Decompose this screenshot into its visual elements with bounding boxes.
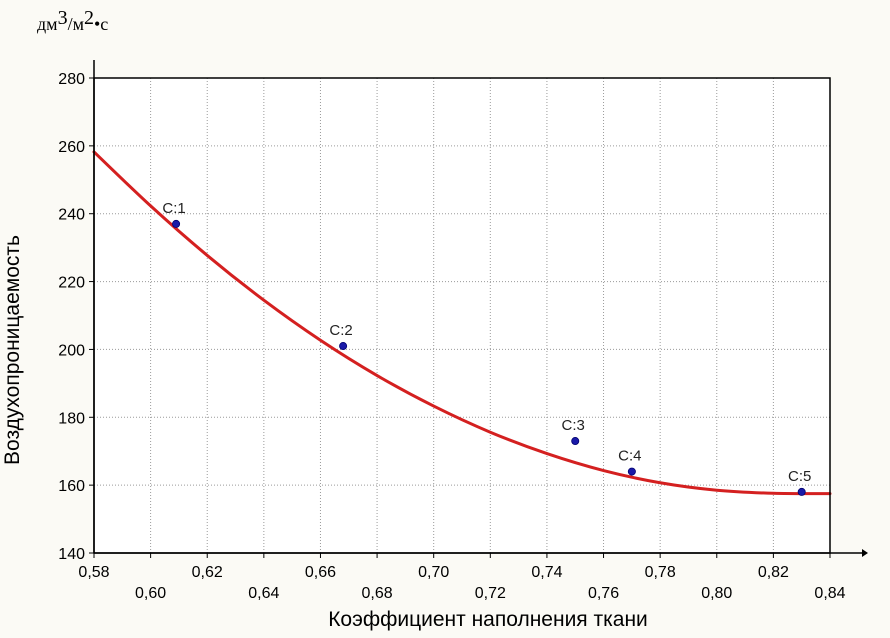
axes bbox=[89, 60, 868, 558]
unit-label-tail: •с bbox=[94, 14, 108, 34]
data-point-label: C:5 bbox=[788, 468, 811, 485]
y-tick-label: 220 bbox=[58, 275, 85, 292]
fit-curve bbox=[92, 150, 832, 496]
x-axis-title: Коэффициент наполнения ткани bbox=[328, 608, 648, 631]
y-tick-label: 140 bbox=[58, 546, 85, 563]
tick-labels: 140 160 180 200 220 240 260 280 0,58 0,62 0,66 0,70… bbox=[58, 71, 845, 602]
unit-label-base1: дм bbox=[37, 14, 58, 34]
plot-area bbox=[94, 78, 830, 553]
x-tick-label: 0,84 bbox=[814, 585, 845, 602]
y-tick-label: 280 bbox=[58, 71, 85, 88]
y-tick-label: 200 bbox=[58, 342, 85, 359]
x-tick-label: 0,66 bbox=[305, 564, 336, 581]
data-points-layer: C:1 C:2 C:3 C:4 C:5 bbox=[162, 200, 811, 496]
x-tick-label: 0,76 bbox=[588, 585, 619, 602]
grid-lines bbox=[94, 78, 830, 553]
data-point bbox=[627, 467, 636, 476]
data-point bbox=[571, 437, 580, 446]
unit-label: дм3/м2•с bbox=[37, 7, 108, 34]
x-tick-label: 0,74 bbox=[531, 564, 562, 581]
x-tick-label: 0,58 bbox=[78, 564, 109, 581]
y-tick-label: 180 bbox=[58, 410, 85, 427]
data-point bbox=[339, 342, 348, 351]
data-point-label: C:2 bbox=[329, 322, 352, 339]
x-tick-label: 0,64 bbox=[248, 585, 279, 602]
data-point-label: C:1 bbox=[162, 200, 185, 217]
x-axis-arrow bbox=[862, 549, 868, 557]
y-tick-label: 260 bbox=[58, 139, 85, 156]
x-tick-label: 0,70 bbox=[418, 564, 449, 581]
data-point bbox=[797, 487, 806, 496]
x-tick-label: 0,60 bbox=[135, 585, 166, 602]
unit-label-mid: /м bbox=[68, 14, 84, 34]
y-axis-title: Воздухопроницаемость bbox=[1, 235, 24, 465]
y-tick-label: 160 bbox=[58, 478, 85, 495]
x-tick-label: 0,68 bbox=[362, 585, 393, 602]
data-point-label: C:3 bbox=[562, 417, 585, 434]
x-tick-label: 0,72 bbox=[475, 585, 506, 602]
x-tick-label: 0,82 bbox=[758, 564, 789, 581]
unit-label-sup2: 2 bbox=[84, 7, 94, 29]
y-tick-label: 240 bbox=[58, 207, 85, 224]
data-point bbox=[172, 219, 181, 228]
fit-curve-layer bbox=[92, 150, 832, 496]
unit-label-sup1: 3 bbox=[58, 7, 68, 29]
x-tick-label: 0,62 bbox=[192, 564, 223, 581]
x-tick-label: 0,78 bbox=[645, 564, 676, 581]
data-point-label: C:4 bbox=[618, 448, 641, 465]
x-tick-label: 0,80 bbox=[701, 585, 732, 602]
